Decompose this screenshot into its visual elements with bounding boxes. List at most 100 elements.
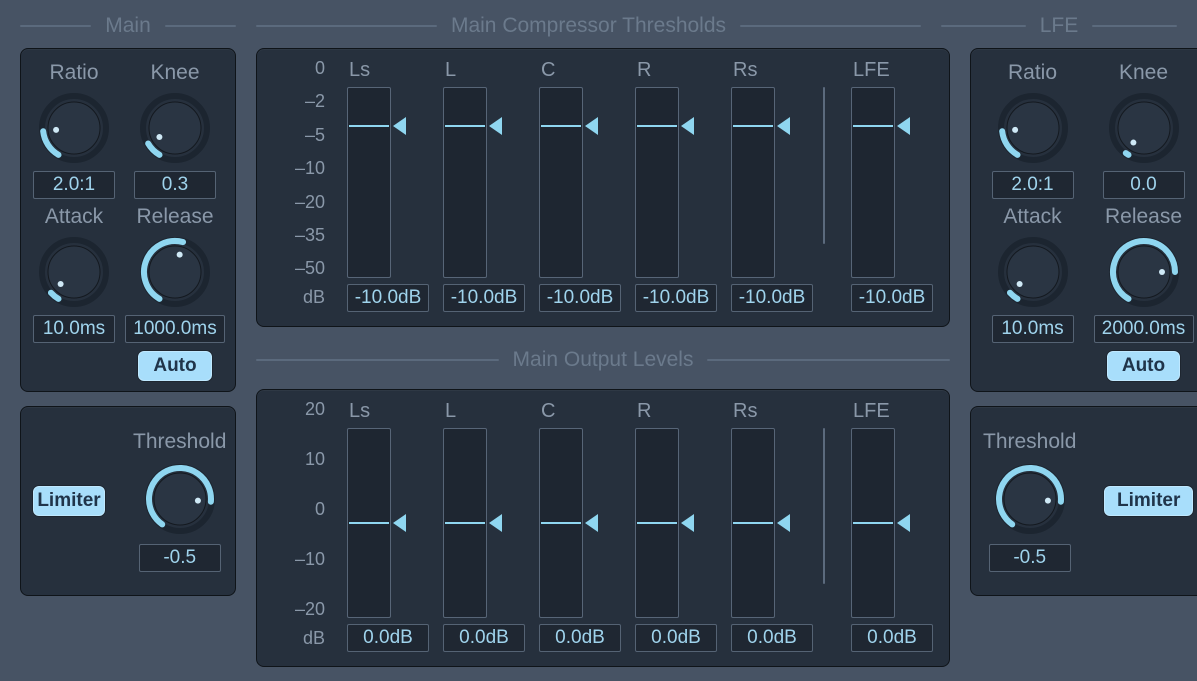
channel-separator [823, 428, 825, 585]
lfe-column: Ratio 2.0:1 Knee 0.0 Attack 10.0ms Relea… [970, 48, 1197, 667]
main-auto-button[interactable]: Auto [138, 351, 211, 381]
section-title-main: Main [20, 8, 236, 44]
channel-lfe: LFE [837, 400, 933, 619]
channel-value-lfe[interactable]: 0.0dB [851, 624, 933, 652]
main-release-value[interactable]: 1000.0ms [125, 315, 225, 343]
lfe-release-knob[interactable] [1109, 237, 1179, 307]
channel-value[interactable]: -10.0dB [443, 284, 525, 312]
lfe-threshold-value[interactable]: -0.5 [989, 544, 1071, 572]
main-limiter-button[interactable]: Limiter [33, 486, 105, 516]
channel-value[interactable]: -10.0dB [347, 284, 429, 312]
channel-value[interactable]: 0.0dB [539, 624, 621, 652]
slider-handle-icon[interactable] [897, 514, 910, 532]
level-meter[interactable] [731, 87, 775, 278]
main-column: Ratio 2.0:1 Knee 0.3 Attack 10.0ms Relea… [20, 48, 236, 667]
axis-tick: –35 [295, 226, 325, 244]
channel-value[interactable]: -10.0dB [731, 284, 813, 312]
axis-tick: –2 [305, 92, 325, 110]
slider-handle-icon[interactable] [777, 117, 790, 135]
channel-label: LFE [847, 400, 923, 428]
lfe-auto-button[interactable]: Auto [1107, 351, 1180, 381]
lfe-threshold-knob[interactable] [995, 464, 1065, 534]
level-meter[interactable] [443, 87, 487, 278]
level-meter[interactable] [539, 87, 583, 278]
main-attack-label: Attack [45, 205, 103, 229]
level-line [637, 522, 677, 524]
axis-tick: –10 [295, 550, 325, 568]
lfe-threshold-label: Threshold [983, 430, 1076, 454]
lfe-attack-value[interactable]: 10.0ms [992, 315, 1074, 343]
channel-value[interactable]: -10.0dB [635, 284, 717, 312]
channel-lfe: LFE [837, 59, 933, 278]
main-threshold-panel: Limiter Threshold -0.5 [20, 406, 236, 596]
level-meter[interactable] [731, 428, 775, 619]
main-threshold-value[interactable]: -0.5 [139, 544, 221, 572]
lfe-release-value[interactable]: 2000.0ms [1094, 315, 1194, 343]
lfe-release-label: Release [1105, 205, 1182, 229]
channel-ls: Ls [333, 59, 429, 278]
level-meter[interactable] [635, 87, 679, 278]
slider-handle-icon[interactable] [489, 117, 502, 135]
axis-tick: –5 [305, 126, 325, 144]
channel-value[interactable]: 0.0dB [635, 624, 717, 652]
slider-handle-icon[interactable] [777, 514, 790, 532]
channel-separator [823, 87, 825, 244]
channel-label: LFE [847, 59, 923, 87]
channel-label: R [631, 59, 707, 87]
channel-value[interactable]: 0.0dB [443, 624, 525, 652]
level-line [853, 522, 893, 524]
main-knee-label: Knee [150, 61, 199, 85]
channel-label: C [535, 59, 611, 87]
main-attack-knob[interactable] [39, 237, 109, 307]
slider-handle-icon[interactable] [681, 117, 694, 135]
channel-c: C [525, 59, 621, 278]
main-knee-value[interactable]: 0.3 [134, 171, 216, 199]
lfe-attack-knob[interactable] [998, 237, 1068, 307]
slider-handle-icon[interactable] [897, 117, 910, 135]
lfe-knee-knob[interactable] [1109, 93, 1179, 163]
level-meter[interactable] [851, 87, 895, 278]
main-ratio-knob[interactable] [39, 93, 109, 163]
lfe-ratio-knob[interactable] [998, 93, 1068, 163]
lfe-knee-value[interactable]: 0.0 [1103, 171, 1185, 199]
axis-unit-label: dB [273, 287, 333, 308]
slider-handle-icon[interactable] [681, 514, 694, 532]
channel-label: Ls [343, 59, 419, 87]
slider-handle-icon[interactable] [585, 514, 598, 532]
channel-label: Rs [727, 59, 803, 87]
lfe-knee-label: Knee [1119, 61, 1168, 85]
level-meter[interactable] [635, 428, 679, 619]
axis-tick: –20 [295, 193, 325, 211]
channel-label: Ls [343, 400, 419, 428]
main-knee-knob[interactable] [140, 93, 210, 163]
section-title-outputs: Main Output Levels [256, 343, 950, 377]
channel-value-lfe[interactable]: -10.0dB [851, 284, 933, 312]
level-meter[interactable] [539, 428, 583, 619]
channel-rs: Rs [717, 59, 813, 278]
outputs-panel: 20100–10–20LsLCRRsLFEdB0.0dB0.0dB0.0dB0.… [256, 389, 950, 668]
slider-handle-icon[interactable] [585, 117, 598, 135]
slider-handle-icon[interactable] [393, 514, 406, 532]
channel-value[interactable]: 0.0dB [347, 624, 429, 652]
lfe-limiter-button[interactable]: Limiter [1104, 486, 1193, 516]
level-meter[interactable] [443, 428, 487, 619]
channel-value[interactable]: 0.0dB [731, 624, 813, 652]
level-meter[interactable] [347, 87, 391, 278]
main-threshold-knob[interactable] [145, 464, 215, 534]
level-line [349, 522, 389, 524]
level-meter[interactable] [347, 428, 391, 619]
lfe-ratio-value[interactable]: 2.0:1 [992, 171, 1074, 199]
main-release-knob[interactable] [140, 237, 210, 307]
lfe-attack-label: Attack [1003, 205, 1061, 229]
main-ratio-value[interactable]: 2.0:1 [33, 171, 115, 199]
axis-tick: 10 [305, 450, 325, 468]
channel-value[interactable]: -10.0dB [539, 284, 621, 312]
level-meter[interactable] [851, 428, 895, 619]
slider-handle-icon[interactable] [489, 514, 502, 532]
slider-handle-icon[interactable] [393, 117, 406, 135]
main-attack-value[interactable]: 10.0ms [33, 315, 115, 343]
main-release-label: Release [136, 205, 213, 229]
main-knobs-panel: Ratio 2.0:1 Knee 0.3 Attack 10.0ms Relea… [20, 48, 236, 392]
axis-tick: –50 [295, 259, 325, 277]
center-column: 0–2–5–10–20–35–50LsLCRRsLFEdB-10.0dB-10.… [256, 48, 950, 667]
